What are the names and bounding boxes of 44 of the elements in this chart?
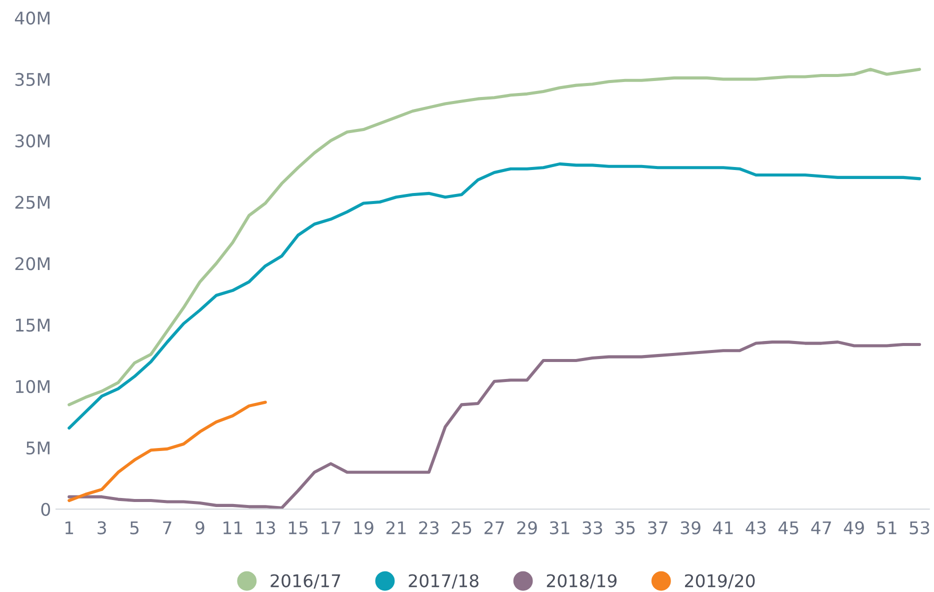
y-tick-label: 30M (15, 134, 50, 148)
x-tick-label: 29 (517, 521, 537, 534)
y-tick-label: 10M (16, 380, 50, 394)
x-tick-label: 53 (910, 521, 930, 534)
x-tick-label: 19 (354, 521, 374, 534)
y-tick-label: 25M (15, 196, 50, 209)
x-tick-label: 9 (196, 521, 204, 534)
x-tick-label: 25 (452, 521, 472, 534)
x-tick-label: 23 (419, 521, 439, 534)
x-tick-label: 3 (98, 521, 106, 534)
x-tick-label: 27 (484, 521, 504, 534)
x-tick-label: 45 (778, 521, 798, 534)
legend-label: 2019/20 (685, 574, 755, 589)
x-tick-label: 43 (746, 521, 766, 534)
y-tick-label: 15M (16, 318, 50, 332)
x-tick-label: 35 (615, 521, 635, 534)
line-series (68, 400, 267, 502)
x-tick-label: 21 (386, 521, 406, 534)
line-series (68, 68, 922, 406)
x-tick-label: 1 (66, 521, 74, 534)
x-tick-label: 17 (322, 521, 340, 534)
legend-label: 2016/17 (270, 574, 340, 589)
x-tick-label: 47 (811, 521, 831, 534)
y-tick-label: 20M (15, 257, 50, 270)
y-tick-label: 5M (26, 442, 50, 455)
x-tick-label: 11 (224, 521, 242, 534)
x-tick-label: 49 (844, 521, 864, 534)
legend-label: 2018/19 (546, 574, 617, 589)
x-tick-label: 41 (713, 521, 733, 534)
x-tick-label: 7 (163, 521, 172, 534)
x-tick-label: 5 (130, 521, 139, 534)
y-tick-label: 35M (15, 72, 50, 86)
legend-label: 2017/18 (408, 574, 478, 589)
x-tick-label: 39 (680, 521, 700, 534)
x-tick-label: 13 (256, 521, 276, 534)
line-series (68, 340, 922, 510)
x-tick-label: 37 (648, 521, 668, 534)
line-series (68, 162, 922, 430)
x-tick-label: 15 (288, 521, 308, 534)
x-tick-label: 33 (582, 521, 602, 534)
x-tick-label: 31 (550, 521, 570, 534)
x-tick-label: 51 (877, 521, 896, 534)
y-tick-label: 40M (14, 11, 50, 25)
y-tick-label: 0 (41, 502, 50, 516)
